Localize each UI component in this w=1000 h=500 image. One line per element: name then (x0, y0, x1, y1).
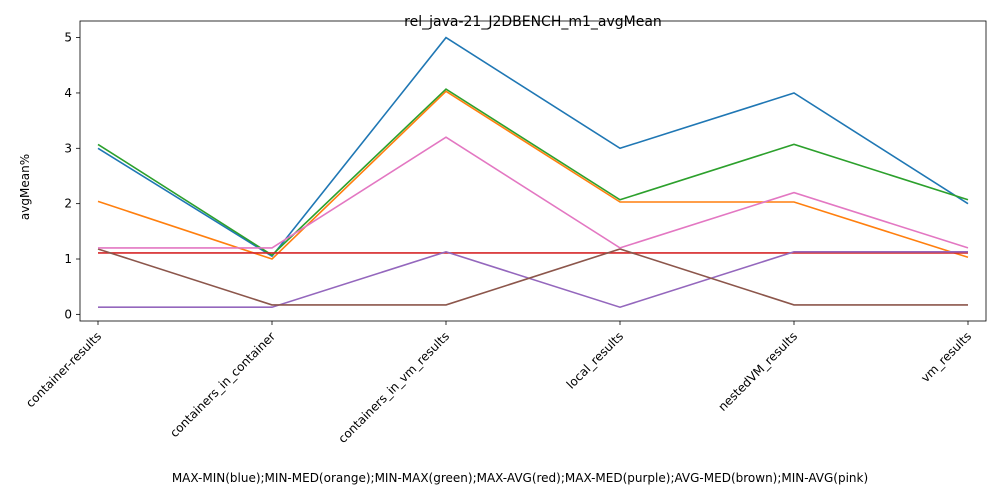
series-line-4 (98, 250, 968, 309)
x-tick-label: containers_in_container (167, 329, 278, 440)
series-layer (97, 36, 969, 309)
y-axis-label: avgMean% (18, 154, 32, 220)
series-line-5 (97, 248, 968, 306)
series-line-2 (97, 88, 969, 257)
series-line-0 (97, 36, 969, 258)
y-tick-label: 5 (64, 31, 72, 45)
y-tick-label: 3 (64, 141, 72, 155)
x-tick-label: nestedVM_results (715, 329, 800, 414)
x-tick-label: containers_in_vm_results (335, 329, 452, 446)
x-tick-label: local_results (564, 329, 626, 391)
y-tick-label: 0 (64, 307, 72, 321)
y-tick-label: 4 (64, 86, 72, 100)
x-axis-label: MAX-MIN(blue);MIN-MED(orange);MIN-MAX(gr… (172, 471, 868, 485)
series-line-1 (97, 90, 969, 260)
chart-title: rel_java-21_J2DBENCH_m1_avgMean (404, 14, 662, 30)
plot-frame (79, 20, 987, 322)
x-tick-label: vm_results (918, 329, 974, 385)
x-tick-label: container-results (23, 329, 104, 410)
tick-layer: 0 1 2 3 4 5 container-results containers_in_con… (23, 31, 974, 446)
y-tick-label: 1 (64, 252, 72, 266)
y-tick-label: 2 (64, 197, 72, 211)
series-line-6 (98, 136, 969, 249)
